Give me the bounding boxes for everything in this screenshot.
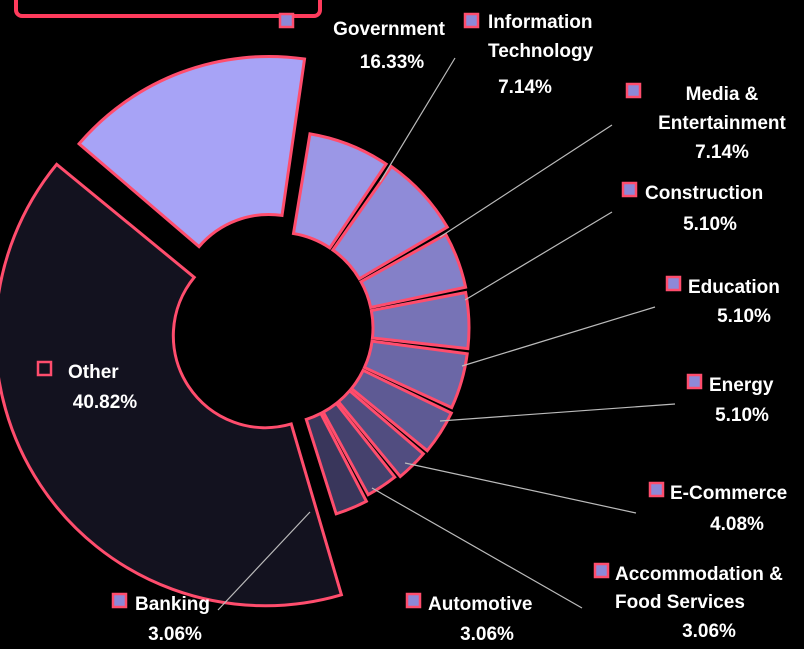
value-label-energy: 5.10% <box>715 405 769 426</box>
label-banking: Banking <box>135 594 210 615</box>
legend-swatch-media-entertainment <box>625 82 642 99</box>
slice-accommodation-food-services <box>336 388 426 479</box>
label-other: Other <box>68 362 119 383</box>
leader-line-energy <box>439 403 676 422</box>
leader-line-accommodation-food-services <box>371 487 583 609</box>
slice-e-commerce <box>349 368 454 453</box>
slice-information-technology <box>291 132 389 251</box>
legend-swatch-banking <box>111 592 128 609</box>
label-media-entertainment-line-1: Media & <box>686 84 759 105</box>
label-information-technology-line-2: Technology <box>488 41 594 62</box>
legend-swatch-energy <box>686 373 703 390</box>
label-construction: Construction <box>645 183 763 204</box>
legend-swatch-e-commerce <box>648 481 665 498</box>
label-accommodation-food-services-line-1: Accommodation & <box>615 564 783 585</box>
slice-education <box>369 290 471 351</box>
legend-swatch-other <box>36 360 53 377</box>
label-media-entertainment-line-2: Entertainment <box>658 113 786 134</box>
label-automotive: Automotive <box>428 594 533 615</box>
legend-swatch-construction <box>621 181 638 198</box>
value-label-information-technology: 7.14% <box>498 77 552 98</box>
slice-automotive <box>321 401 397 497</box>
label-government: Government <box>333 19 446 40</box>
slice-construction <box>359 232 468 310</box>
label-e-commerce: E-Commerce <box>670 483 787 504</box>
leader-line-banking <box>217 511 311 611</box>
value-label-accommodation-food-services: 3.06% <box>682 621 736 642</box>
legend-swatch-accommodation-food-services <box>593 562 610 579</box>
legend-swatch-information-technology <box>463 12 480 29</box>
value-label-government: 16.33% <box>360 52 425 73</box>
leader-line-media-entertainment <box>439 124 613 238</box>
leader-line-education <box>461 306 656 367</box>
value-label-other: 40.82% <box>73 392 138 413</box>
slice-media-entertainment <box>330 164 450 281</box>
value-label-banking: 3.06% <box>148 624 202 645</box>
legend-swatch-government <box>278 12 295 29</box>
value-label-education: 5.10% <box>717 306 771 327</box>
label-energy: Energy <box>709 375 774 396</box>
leader-line-information-technology <box>379 57 456 183</box>
value-label-media-entertainment: 7.14% <box>695 142 749 163</box>
slice-energy <box>362 339 469 410</box>
legend-swatch-automotive <box>405 592 422 609</box>
legend-swatch-education <box>665 275 682 292</box>
value-label-automotive: 3.06% <box>460 624 514 645</box>
value-label-construction: 5.10% <box>683 214 737 235</box>
label-education: Education <box>688 277 780 298</box>
title-frame <box>14 0 322 18</box>
slice-other <box>0 162 344 608</box>
slice-government <box>76 54 307 249</box>
leader-line-e-commerce <box>404 462 637 514</box>
value-label-e-commerce: 4.08% <box>710 514 764 535</box>
label-information-technology-line-1: Information <box>488 12 593 33</box>
leader-line-construction <box>464 211 613 301</box>
label-accommodation-food-services-line-2: Food Services <box>615 592 745 613</box>
slice-banking <box>304 411 369 516</box>
